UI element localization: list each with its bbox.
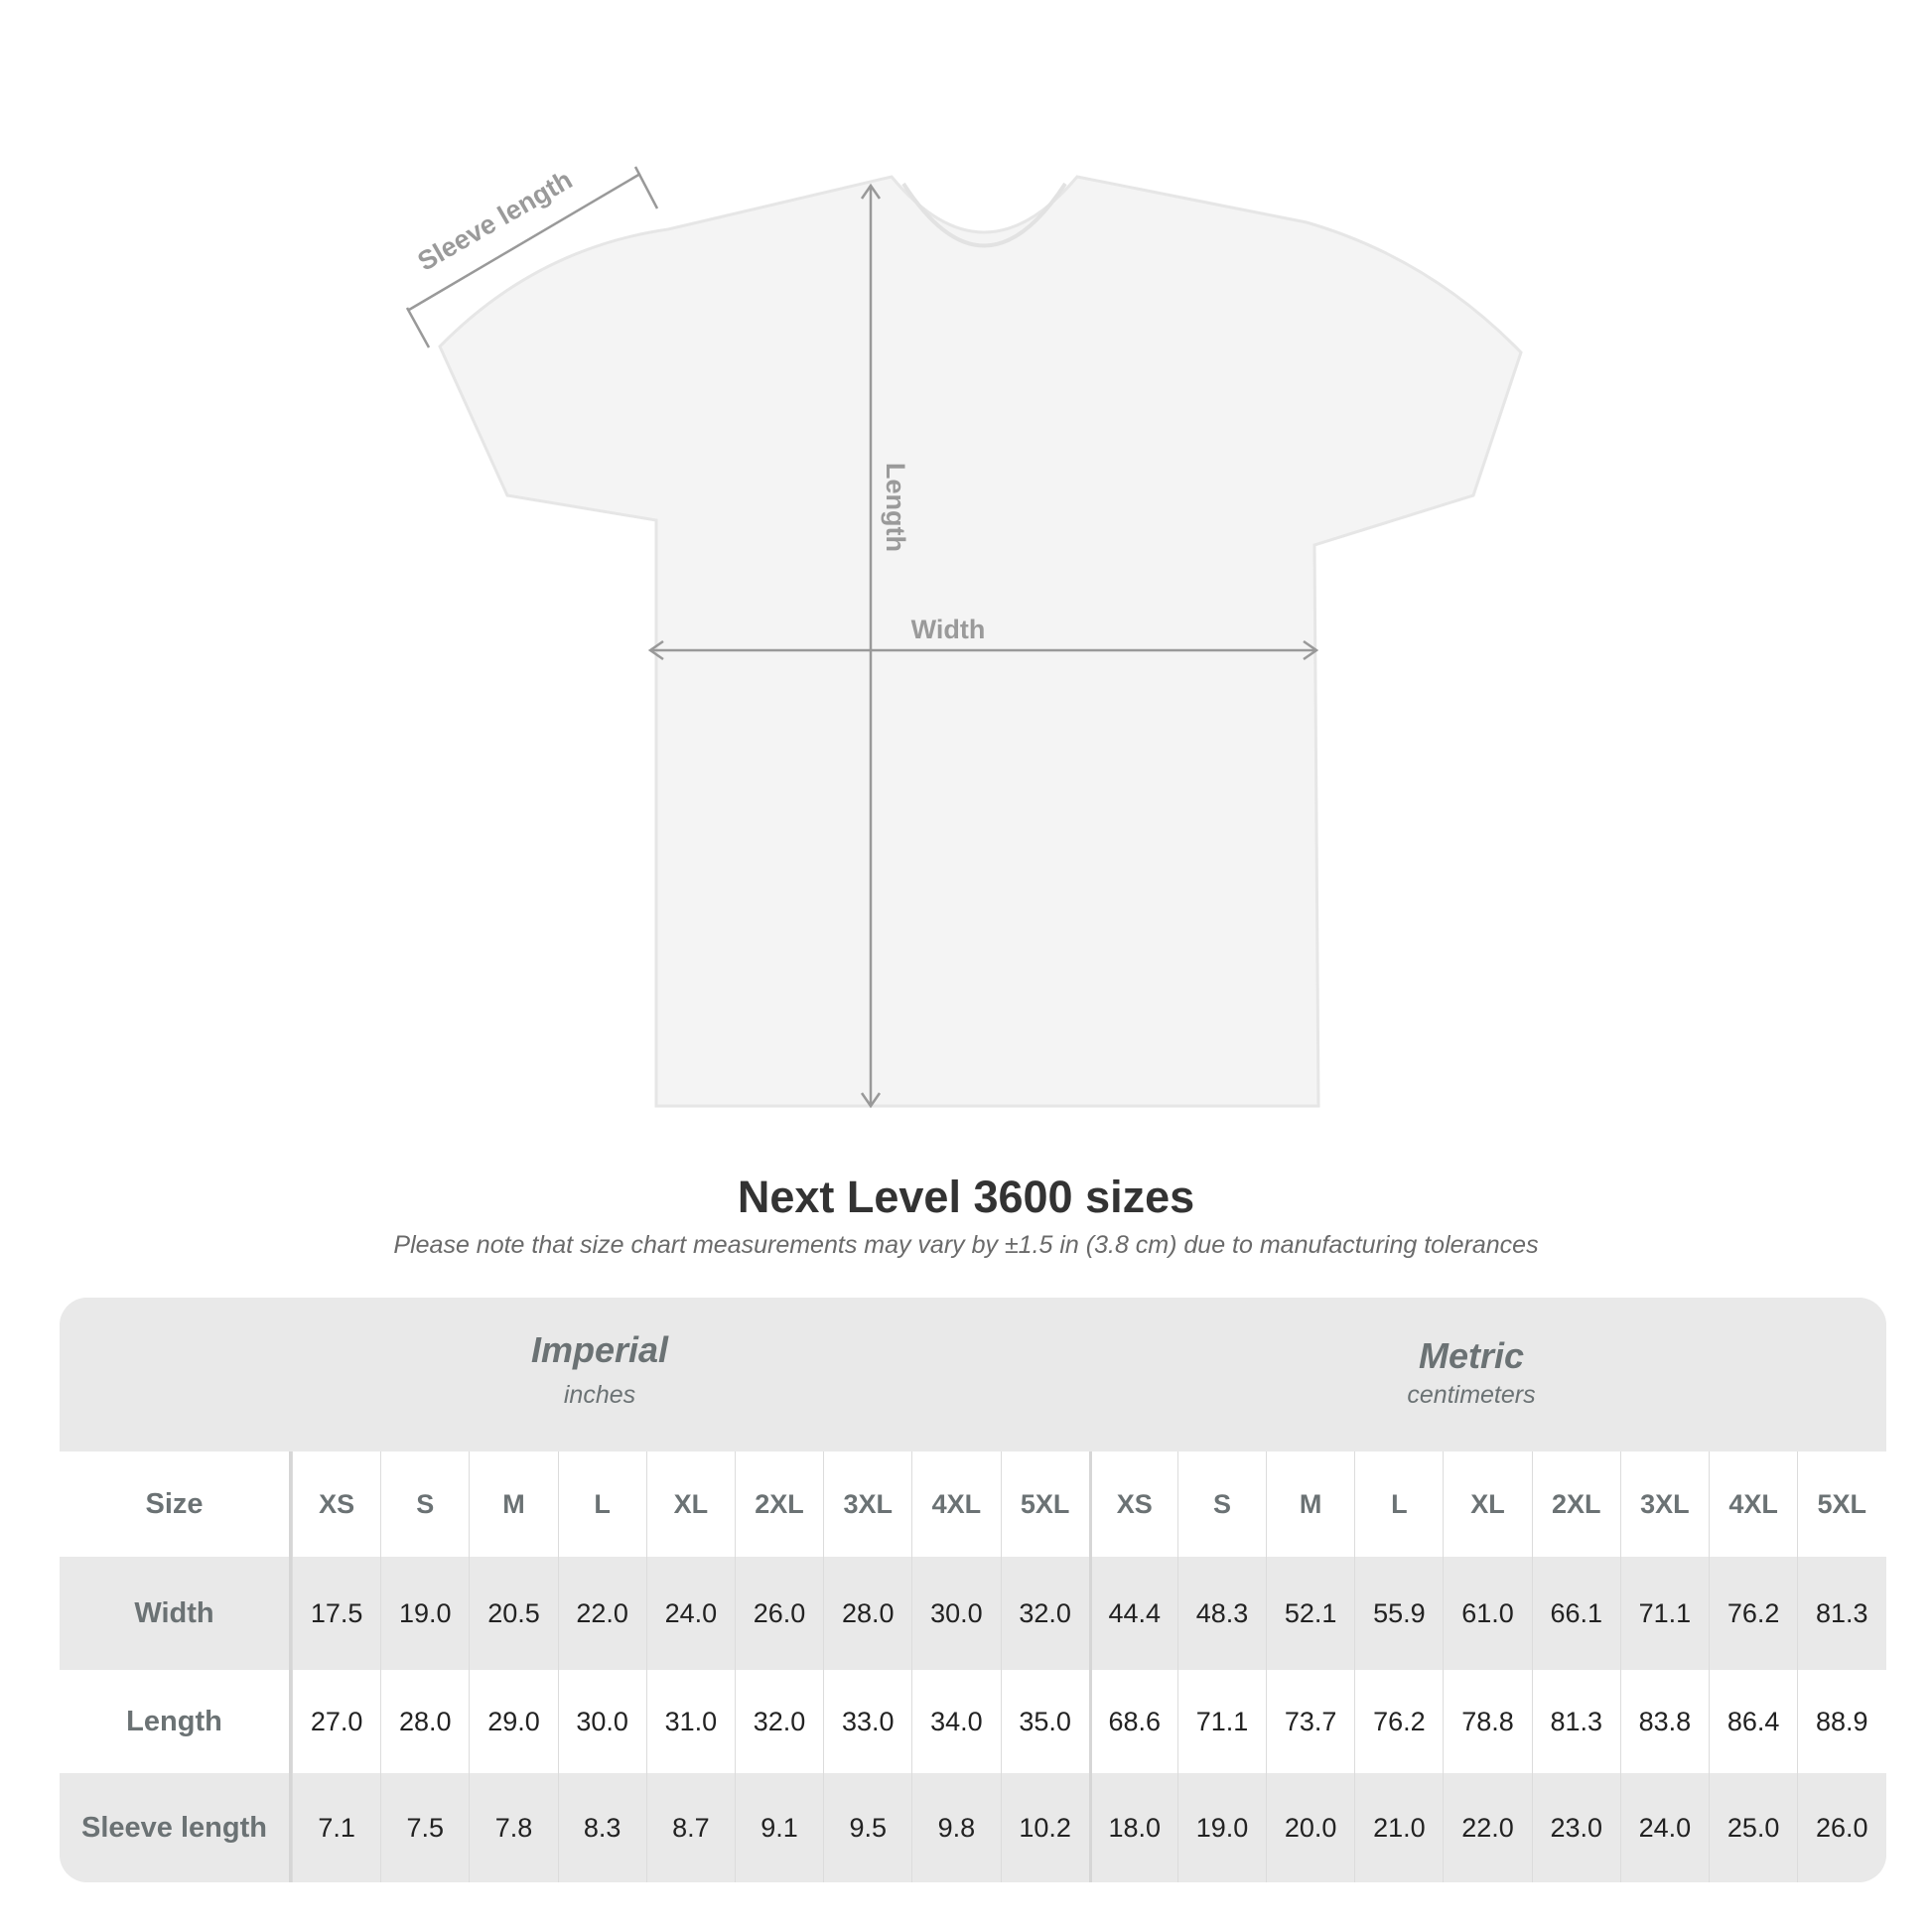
row-label: Sleeve length bbox=[60, 1773, 292, 1882]
value-cell: 81.3 bbox=[1797, 1557, 1885, 1670]
value-cell: 30.0 bbox=[557, 1670, 646, 1773]
size-header-cell: S bbox=[380, 1451, 469, 1557]
size-header-cell: XL bbox=[1443, 1451, 1531, 1557]
row-label: Length bbox=[60, 1670, 292, 1773]
collar bbox=[901, 182, 1067, 248]
value-cell: 26.0 bbox=[1797, 1773, 1885, 1882]
value-cell: 8.7 bbox=[645, 1773, 735, 1882]
size-header-cell: XS bbox=[292, 1451, 380, 1557]
value-cell: 83.8 bbox=[1619, 1670, 1709, 1773]
width-label: Width bbox=[911, 615, 986, 644]
value-cell: 9.1 bbox=[734, 1773, 823, 1882]
size-header-cell: 3XL bbox=[1619, 1451, 1709, 1557]
value-cell: 52.1 bbox=[1266, 1557, 1354, 1670]
value-cell: 18.0 bbox=[1088, 1773, 1177, 1882]
size-header-cell: 2XL bbox=[734, 1451, 823, 1557]
length-label: Length bbox=[881, 463, 910, 552]
imperial-unit: inches bbox=[563, 1381, 636, 1409]
size-header-cell: L bbox=[557, 1451, 646, 1557]
size-header-cell: 4XL bbox=[1709, 1451, 1797, 1557]
table-row: Sleeve length 7.1 7.5 7.8 8.3 8.7 9.1 9.5 9.8 10.… bbox=[60, 1773, 1886, 1882]
size-header-cell: XL bbox=[645, 1451, 735, 1557]
value-cell: 19.0 bbox=[380, 1557, 469, 1670]
table-row: Length 27.0 28.0 29.0 30.0 31.0 32.0 33.0 34.0 35… bbox=[60, 1670, 1886, 1773]
value-cell: 30.0 bbox=[911, 1557, 1000, 1670]
table-row: Width 17.5 19.0 20.5 22.0 24.0 26.0 28.0 30.0 32.… bbox=[60, 1557, 1886, 1670]
value-cell: 48.3 bbox=[1176, 1557, 1266, 1670]
row-label: Size bbox=[60, 1451, 292, 1557]
value-cell: 28.0 bbox=[380, 1670, 469, 1773]
value-cell: 26.0 bbox=[734, 1557, 823, 1670]
value-cell: 22.0 bbox=[1443, 1773, 1531, 1882]
size-header-cell: L bbox=[1354, 1451, 1443, 1557]
value-cell: 55.9 bbox=[1354, 1557, 1443, 1670]
value-cell: 7.5 bbox=[380, 1773, 469, 1882]
value-cell: 32.0 bbox=[1000, 1557, 1089, 1670]
imperial-header: Imperial inches bbox=[351, 1329, 848, 1410]
size-header-cell: 2XL bbox=[1531, 1451, 1620, 1557]
value-cell: 10.2 bbox=[1000, 1773, 1089, 1882]
value-cell: 27.0 bbox=[292, 1670, 380, 1773]
value-cell: 7.8 bbox=[469, 1773, 557, 1882]
value-cell: 35.0 bbox=[1000, 1670, 1089, 1773]
value-cell: 29.0 bbox=[469, 1670, 557, 1773]
size-header-row: Size XS S M L XL 2XL 3XL 4XL 5XL XS S M L XL 2XL 3XL 4XL 5… bbox=[60, 1451, 1886, 1557]
value-cell: 31.0 bbox=[645, 1670, 735, 1773]
size-header-cell: 4XL bbox=[911, 1451, 1000, 1557]
value-cell: 22.0 bbox=[557, 1557, 646, 1670]
value-cell: 34.0 bbox=[911, 1670, 1000, 1773]
value-cell: 24.0 bbox=[645, 1557, 735, 1670]
size-header-cell: 5XL bbox=[1000, 1451, 1089, 1557]
value-cell: 76.2 bbox=[1709, 1557, 1797, 1670]
sleeve-arrow bbox=[408, 172, 641, 312]
metric-unit: centimeters bbox=[1407, 1381, 1536, 1409]
value-cell: 8.3 bbox=[557, 1773, 646, 1882]
value-cell: 7.1 bbox=[292, 1773, 380, 1882]
value-cell: 66.1 bbox=[1531, 1557, 1620, 1670]
value-cell: 21.0 bbox=[1354, 1773, 1443, 1882]
value-cell: 25.0 bbox=[1709, 1773, 1797, 1882]
value-cell: 28.0 bbox=[823, 1557, 911, 1670]
value-cell: 78.8 bbox=[1443, 1670, 1531, 1773]
value-cell: 9.5 bbox=[823, 1773, 911, 1882]
value-cell: 68.6 bbox=[1088, 1670, 1177, 1773]
value-cell: 32.0 bbox=[734, 1670, 823, 1773]
size-header-cell: M bbox=[1266, 1451, 1354, 1557]
value-cell: 17.5 bbox=[292, 1557, 380, 1670]
value-cell: 9.8 bbox=[911, 1773, 1000, 1882]
page-title: Next Level 3600 sizes bbox=[737, 1172, 1195, 1222]
value-cell: 20.0 bbox=[1266, 1773, 1354, 1882]
size-header-cell: 3XL bbox=[823, 1451, 911, 1557]
size-header-cell: M bbox=[469, 1451, 557, 1557]
value-cell: 81.3 bbox=[1531, 1670, 1620, 1773]
imperial-title: Imperial bbox=[530, 1329, 669, 1370]
size-header-cell: XS bbox=[1088, 1451, 1177, 1557]
value-cell: 76.2 bbox=[1354, 1670, 1443, 1773]
tshirt-shape bbox=[438, 175, 1523, 1108]
unit-header: Imperial inches Metric centimeters bbox=[60, 1298, 1886, 1451]
value-cell: 20.5 bbox=[469, 1557, 557, 1670]
value-cell: 61.0 bbox=[1443, 1557, 1531, 1670]
value-cell: 73.7 bbox=[1266, 1670, 1354, 1773]
metric-header: Metric centimeters bbox=[1223, 1335, 1720, 1410]
value-cell: 71.1 bbox=[1176, 1670, 1266, 1773]
tshirt-diagram: Sleeve length Length Width bbox=[405, 165, 1523, 1109]
value-cell: 44.4 bbox=[1088, 1557, 1177, 1670]
row-label: Width bbox=[60, 1557, 292, 1670]
value-cell: 19.0 bbox=[1176, 1773, 1266, 1882]
metric-title: Metric bbox=[1418, 1335, 1525, 1376]
size-table: Imperial inches Metric centimeters Size X… bbox=[60, 1298, 1886, 1882]
size-header-cell: S bbox=[1176, 1451, 1266, 1557]
value-cell: 24.0 bbox=[1619, 1773, 1709, 1882]
value-cell: 33.0 bbox=[823, 1670, 911, 1773]
value-cell: 86.4 bbox=[1709, 1670, 1797, 1773]
size-header-cell: 5XL bbox=[1797, 1451, 1885, 1557]
tolerance-note: Please note that size chart measurements… bbox=[393, 1231, 1539, 1259]
value-cell: 23.0 bbox=[1531, 1773, 1620, 1882]
value-cell: 88.9 bbox=[1797, 1670, 1885, 1773]
value-cell: 71.1 bbox=[1619, 1557, 1709, 1670]
